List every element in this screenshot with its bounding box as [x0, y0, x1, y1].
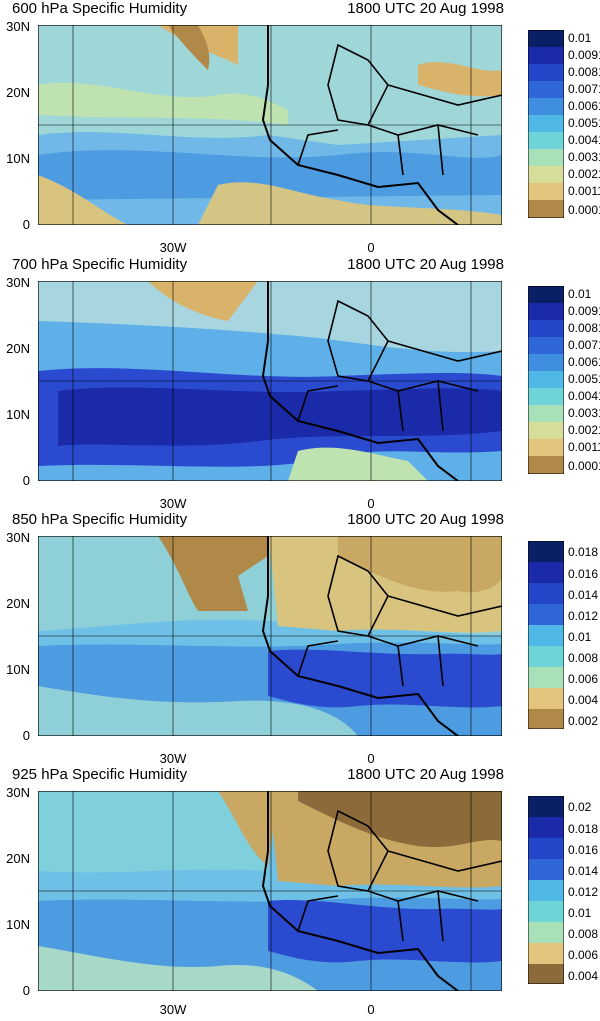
- colorbar-label: 0.0091: [568, 48, 600, 62]
- panel-850hpa: 850 hPa Specific Humidity 1800 UTC 20 Au…: [0, 511, 600, 766]
- panel-600hpa: 600 hPa Specific Humidity 1800 UTC 20 Au…: [0, 0, 600, 255]
- colorbar-label: 0.014: [568, 588, 599, 602]
- humidity-map: [38, 791, 502, 991]
- lon-tick-0: 0: [367, 751, 375, 766]
- colorbar-label: 0.02: [568, 800, 592, 814]
- colorbar-label: 0.002: [568, 714, 599, 728]
- panel-title: 925 hPa Specific Humidity: [12, 766, 188, 783]
- colorbar-label: 0.012: [568, 885, 599, 899]
- colorbar-label: 0.0031: [568, 406, 600, 420]
- humidity-map: [38, 536, 502, 736]
- panel-700hpa: 700 hPa Specific Humidity 1800 UTC 20 Au…: [0, 256, 600, 511]
- lat-tick-20n: 20N: [6, 596, 30, 611]
- lat-tick-10n: 10N: [6, 917, 30, 932]
- colorbar-label: 0.0071: [568, 82, 600, 96]
- lat-tick-0: 0: [22, 728, 30, 743]
- colorbar: [528, 796, 564, 984]
- lat-tick-30n: 30N: [6, 530, 30, 545]
- lon-tick-0: 0: [367, 496, 375, 511]
- lon-tick-30w: 30W: [159, 1002, 187, 1017]
- colorbar-label: 0.004: [568, 693, 599, 707]
- panel-time: 1800 UTC 20 Aug 1998: [347, 511, 504, 528]
- panel-time: 1800 UTC 20 Aug 1998: [347, 766, 504, 783]
- lat-tick-20n: 20N: [6, 851, 30, 866]
- panel-time: 1800 UTC 20 Aug 1998: [347, 0, 504, 17]
- colorbar-label: 0.0081: [568, 65, 600, 79]
- panel-925hpa: 925 hPa Specific Humidity 1800 UTC 20 Au…: [0, 766, 600, 1021]
- colorbar: [528, 541, 564, 729]
- colorbar: [528, 286, 564, 474]
- lat-tick-30n: 30N: [6, 785, 30, 800]
- colorbar-label: 0.01: [568, 630, 592, 644]
- humidity-map: [38, 281, 502, 481]
- lon-tick-30w: 30W: [159, 496, 187, 511]
- lat-tick-0: 0: [22, 473, 30, 488]
- colorbar-label: 0.006: [568, 672, 599, 686]
- lat-tick-20n: 20N: [6, 85, 30, 100]
- colorbar-label: 0.01: [568, 287, 592, 301]
- colorbar-label: 0.0081: [568, 321, 600, 335]
- colorbar-label: 0.004: [568, 969, 599, 983]
- lon-tick-30w: 30W: [159, 240, 187, 255]
- lat-tick-20n: 20N: [6, 341, 30, 356]
- colorbar-label: 0.016: [568, 567, 599, 581]
- colorbar-label: 0.0091: [568, 304, 600, 318]
- lon-tick-30w: 30W: [159, 751, 187, 766]
- colorbar-label: 0.016: [568, 843, 599, 857]
- colorbar-label: 0.018: [568, 545, 599, 559]
- colorbar-label: 0.0041: [568, 133, 600, 147]
- lat-tick-0: 0: [22, 217, 30, 232]
- lon-tick-0: 0: [367, 240, 375, 255]
- colorbar-label: 0.0051: [568, 116, 600, 130]
- colorbar-label: 0.008: [568, 927, 599, 941]
- humidity-map: [38, 25, 502, 225]
- panel-title: 850 hPa Specific Humidity: [12, 511, 188, 528]
- panel-title: 700 hPa Specific Humidity: [12, 256, 188, 273]
- colorbar-label: 0.0061: [568, 355, 600, 369]
- lat-tick-30n: 30N: [6, 19, 30, 34]
- colorbar-label: 0.0041: [568, 389, 600, 403]
- colorbar-label: 0.0011: [568, 184, 600, 198]
- colorbar-label: 0.0021: [568, 423, 600, 437]
- colorbar-label: 0.0071: [568, 338, 600, 352]
- colorbar-label: 0.0001: [568, 459, 600, 473]
- lat-tick-10n: 10N: [6, 662, 30, 677]
- colorbar-label: 0.008: [568, 651, 599, 665]
- colorbar-label: 0.014: [568, 864, 599, 878]
- colorbar: [528, 30, 564, 218]
- lat-tick-0: 0: [22, 983, 30, 998]
- colorbar-label: 0.012: [568, 609, 599, 623]
- panel-title: 600 hPa Specific Humidity: [12, 0, 188, 17]
- colorbar-label: 0.018: [568, 822, 599, 836]
- colorbar-label: 0.01: [568, 906, 592, 920]
- colorbar-label: 0.0031: [568, 150, 600, 164]
- colorbar-label: 0.01: [568, 31, 592, 45]
- colorbar-label: 0.0001: [568, 203, 600, 217]
- lat-tick-10n: 10N: [6, 151, 30, 166]
- panel-time: 1800 UTC 20 Aug 1998: [347, 256, 504, 273]
- lat-tick-30n: 30N: [6, 275, 30, 290]
- colorbar-label: 0.0011: [568, 440, 600, 454]
- colorbar-label: 0.0051: [568, 372, 600, 386]
- colorbar-label: 0.006: [568, 948, 599, 962]
- lon-tick-0: 0: [367, 1002, 375, 1017]
- colorbar-label: 0.0061: [568, 99, 600, 113]
- colorbar-label: 0.0021: [568, 167, 600, 181]
- lat-tick-10n: 10N: [6, 407, 30, 422]
